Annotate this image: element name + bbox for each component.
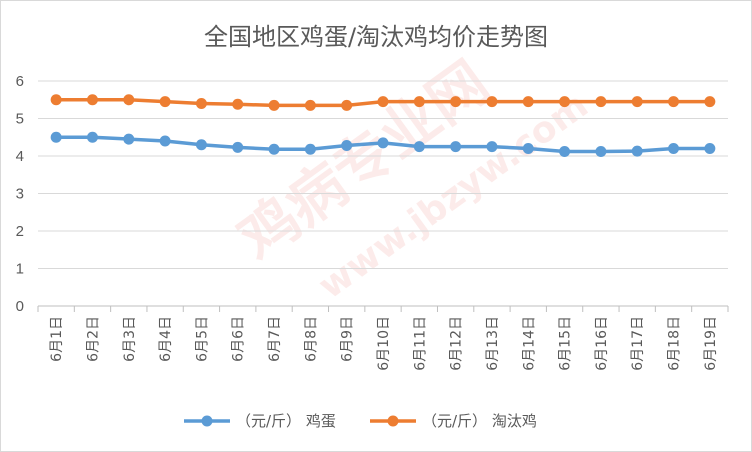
data-point [195, 98, 207, 109]
x-tick-label: 6月9日 [340, 316, 356, 362]
data-point [631, 96, 643, 108]
x-tick-label: 6月1日 [49, 316, 65, 362]
x-tick-label: 6月4日 [158, 316, 174, 362]
legend-item: （元/斤） 鸡蛋 [184, 412, 336, 430]
series-1 [50, 131, 716, 157]
data-point [704, 96, 716, 108]
legend: （元/斤） 鸡蛋 （元/斤） 淘汰鸡 [184, 412, 537, 430]
data-point [559, 96, 571, 108]
data-point [413, 96, 425, 108]
data-point [704, 143, 716, 154]
x-tick-label: 6月13日 [485, 316, 501, 371]
series-2 [50, 94, 716, 111]
y-tick-label: 0 [16, 298, 24, 315]
data-point [486, 96, 498, 108]
y-axis: 0 1 2 3 4 5 6 [16, 73, 24, 315]
data-point [522, 143, 534, 154]
y-tick-label: 4 [16, 148, 24, 165]
x-tick-label: 6月8日 [303, 316, 319, 362]
data-point [631, 145, 643, 157]
data-point [377, 137, 389, 149]
y-tick-label: 2 [16, 223, 24, 240]
x-tick-label: 6月6日 [231, 316, 247, 362]
data-point [195, 139, 207, 151]
x-tick-label: 6月3日 [122, 316, 138, 362]
data-point [123, 133, 135, 145]
legend-label: （元/斤） 鸡蛋 [236, 412, 336, 430]
data-point [232, 141, 244, 153]
data-point [668, 143, 680, 154]
x-tick-label: 6月2日 [85, 316, 101, 362]
y-tick-label: 6 [16, 73, 24, 90]
data-point [268, 143, 280, 155]
data-point [341, 99, 353, 111]
data-point [522, 96, 534, 108]
data-point [450, 141, 462, 153]
x-tick-label: 6月5日 [194, 316, 210, 362]
data-point [50, 94, 62, 106]
data-point [413, 141, 425, 153]
grid [38, 80, 728, 269]
data-point [268, 99, 280, 111]
x-tick-label: 6月19日 [703, 316, 719, 371]
chart-title: 全国地区鸡蛋/淘汰鸡均价走势图 [204, 23, 548, 51]
data-point [486, 141, 498, 153]
legend-swatch-marker [201, 415, 213, 427]
x-tick-label: 6月14日 [521, 316, 537, 371]
data-point [559, 146, 571, 157]
x-axis: 6月1日 6月2日 6月3日 6月4日 6月5日 6月6日 6月7日 6月8日 6月9日 6月10… [37, 305, 729, 371]
y-tick-label: 1 [16, 261, 24, 278]
legend-item: （元/斤） 淘汰鸡 [370, 412, 537, 430]
data-point [377, 96, 389, 108]
x-tick-label: 6月10日 [376, 316, 392, 371]
y-tick-label: 3 [16, 186, 24, 203]
data-point [450, 96, 462, 108]
data-point [50, 131, 62, 143]
legend-swatch-marker [387, 415, 399, 427]
x-tick-label: 6月7日 [267, 316, 283, 362]
data-point [123, 94, 135, 106]
data-point [232, 98, 244, 110]
data-point [86, 94, 98, 106]
data-point [341, 140, 353, 151]
data-point [595, 146, 607, 157]
data-point [159, 135, 171, 147]
x-tick-label: 6月17日 [630, 316, 646, 371]
x-tick-label: 6月11日 [412, 316, 428, 371]
data-point [159, 96, 171, 108]
x-tick-label: 6月15日 [558, 316, 574, 371]
x-tick-label: 6月12日 [449, 316, 465, 371]
data-point [304, 143, 316, 155]
data-point [86, 131, 98, 143]
x-tick-label: 6月16日 [594, 316, 610, 371]
data-point [595, 96, 607, 108]
data-point [668, 96, 680, 108]
legend-label: （元/斤） 淘汰鸡 [422, 412, 537, 430]
x-tick-label: 6月18日 [667, 316, 683, 371]
y-tick-label: 5 [16, 111, 24, 128]
data-point [304, 99, 316, 111]
plot-area [50, 94, 716, 157]
